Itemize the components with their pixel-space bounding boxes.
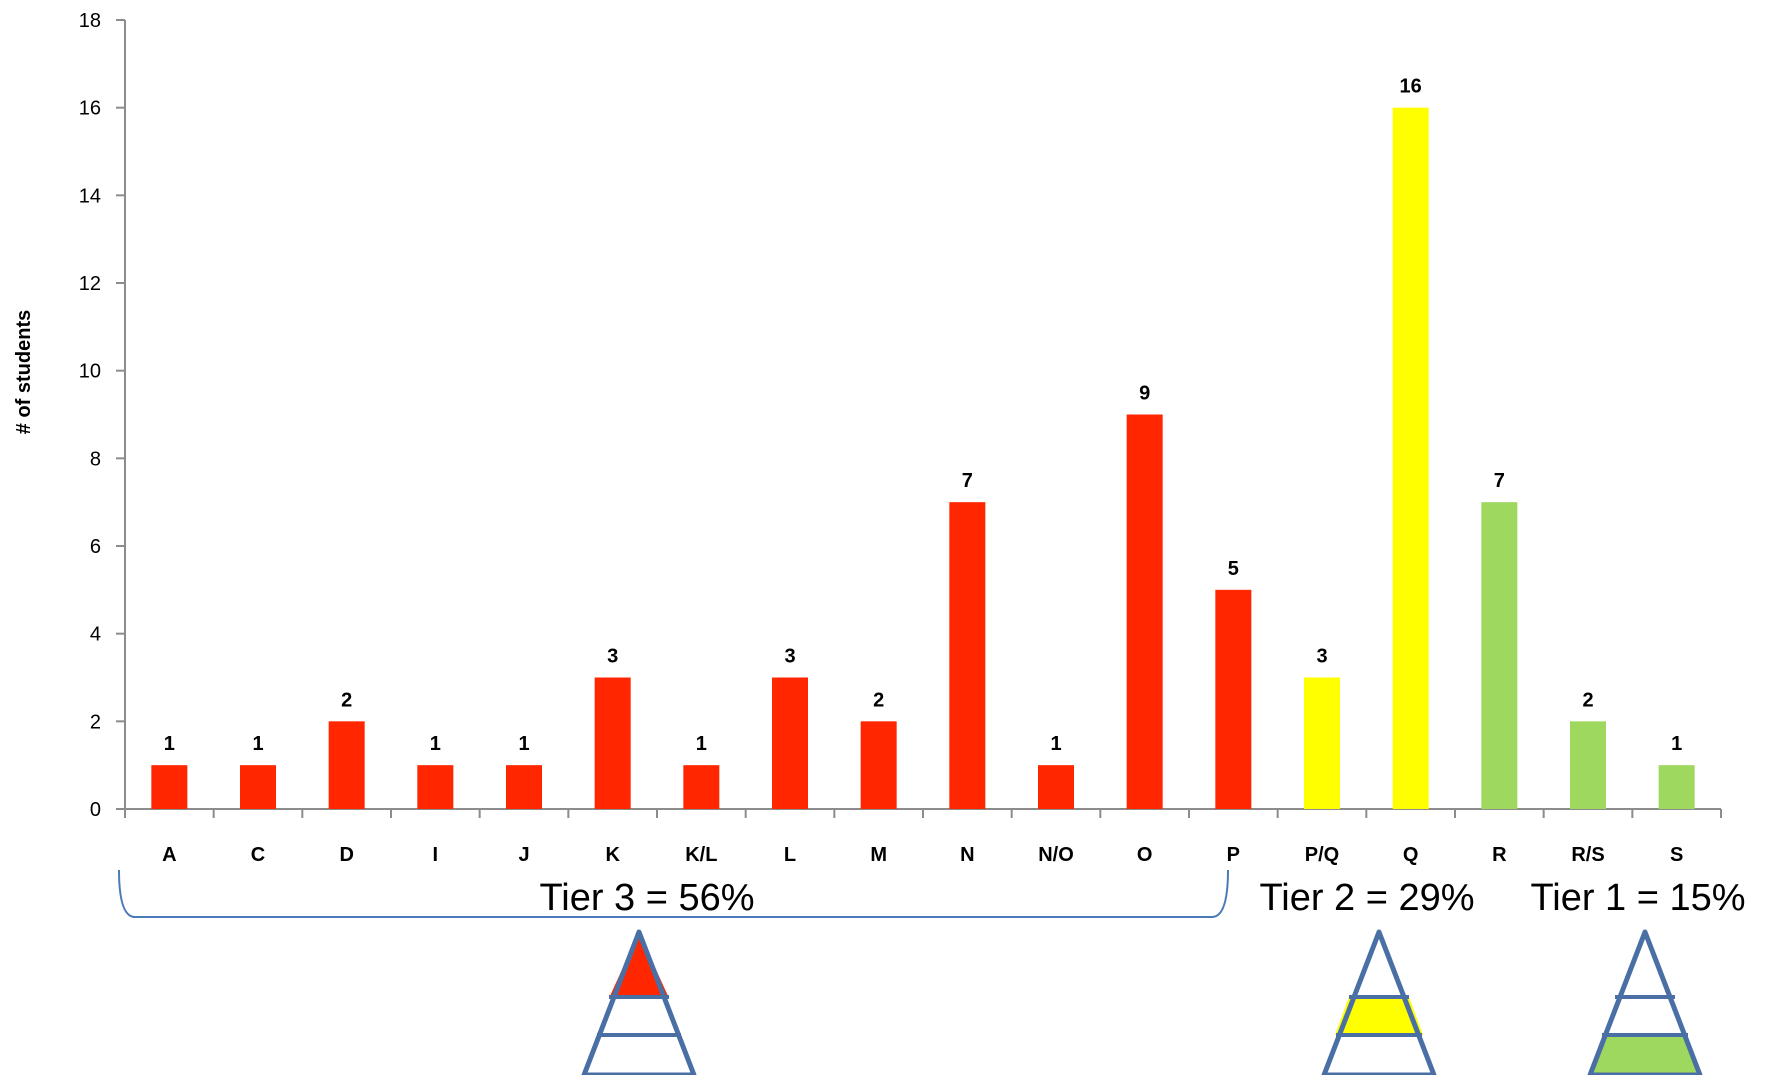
tier1-pyramid-icon xyxy=(1587,929,1703,1075)
x-tick-label: M xyxy=(870,844,887,866)
tier2-pyramid-icon xyxy=(1321,929,1437,1075)
value-labels: 1 1 2 1 1 3 1 3 2 7 1 9 5 3 16 7 2 1 xyxy=(164,76,1682,756)
x-tick-label: N xyxy=(960,844,974,866)
bar-value-label: 2 xyxy=(341,689,352,711)
tier1-label: Tier 1 = 15% xyxy=(1530,877,1745,919)
y-tick-label: 16 xyxy=(79,98,101,120)
tier3-pyramid-icon xyxy=(581,929,697,1075)
bar-value-label: 1 xyxy=(1671,733,1682,755)
bar-M xyxy=(860,721,897,809)
bar-I xyxy=(417,765,454,809)
x-tick-label: S xyxy=(1670,844,1683,866)
bar-value-label: 1 xyxy=(1050,733,1061,755)
y-tick-label: 18 xyxy=(79,10,101,32)
bar-value-label: 16 xyxy=(1400,76,1422,98)
x-tick-label: K xyxy=(605,844,620,866)
bar-R xyxy=(1481,502,1518,809)
tier2-label: Tier 2 = 29% xyxy=(1259,877,1474,919)
bar-value-label: 5 xyxy=(1228,558,1239,580)
x-tick-label: J xyxy=(518,844,529,866)
bar-value-label: 9 xyxy=(1139,383,1150,405)
x-tick-label: P xyxy=(1227,844,1240,866)
x-tick-label: L xyxy=(784,844,796,866)
bar-N/O xyxy=(1038,765,1074,809)
bar-value-label: 7 xyxy=(962,470,973,492)
x-axis xyxy=(124,808,1722,818)
bar-D xyxy=(328,721,365,809)
x-tick-label: O xyxy=(1137,844,1153,866)
bar-value-label: 1 xyxy=(430,733,441,755)
bar-value-label: 7 xyxy=(1494,470,1505,492)
y-tick-label: 0 xyxy=(90,799,101,821)
bar-L xyxy=(772,677,808,809)
bar-N xyxy=(949,502,986,809)
category-labels: A C D I J K K/L L M N N/O O P P/Q Q R R/S S xyxy=(162,844,1683,866)
y-tick-label: 12 xyxy=(79,273,101,295)
x-tick-label: R xyxy=(1492,844,1507,866)
bar-P/Q xyxy=(1304,677,1340,809)
y-axis: 0 2 4 6 8 10 12 14 16 18 xyxy=(79,10,126,821)
x-tick-label: C xyxy=(251,844,265,866)
bar-value-label: 3 xyxy=(1316,646,1327,668)
y-tick-label: 4 xyxy=(90,624,101,646)
y-tick-label: 14 xyxy=(79,185,101,207)
tier3-label: Tier 3 = 56% xyxy=(539,877,754,919)
bar-K/L xyxy=(683,765,720,809)
bar-value-label: 1 xyxy=(252,733,263,755)
bar-value-label: 3 xyxy=(784,646,795,668)
bar-A xyxy=(151,765,188,809)
bar-value-label: 1 xyxy=(696,733,707,755)
x-tick-label: R/S xyxy=(1571,844,1604,866)
bar-value-label: 2 xyxy=(873,689,884,711)
bar-K xyxy=(594,677,631,809)
y-tick-label: 10 xyxy=(79,361,101,383)
x-tick-label: N/O xyxy=(1038,844,1074,866)
x-tick-label: D xyxy=(339,844,353,866)
bar-value-label: 3 xyxy=(607,646,618,668)
bars xyxy=(151,107,1695,809)
bar-J xyxy=(506,765,542,809)
bar-value-label: 1 xyxy=(164,733,175,755)
x-tick-label: K/L xyxy=(685,844,717,866)
x-tick-label: Q xyxy=(1403,844,1419,866)
bar-S xyxy=(1658,765,1695,809)
bar-R/S xyxy=(1570,721,1606,809)
tier3-bracket xyxy=(118,869,1229,918)
x-tick-label: I xyxy=(433,844,439,866)
y-tick-label: 2 xyxy=(90,711,101,733)
y-tick-label: 8 xyxy=(90,448,101,470)
bar-Q xyxy=(1392,107,1429,809)
bar-value-label: 1 xyxy=(518,733,529,755)
bar-value-label: 2 xyxy=(1582,689,1593,711)
y-tick-label: 6 xyxy=(90,536,101,558)
bar-P xyxy=(1215,589,1252,809)
bar-C xyxy=(240,765,276,809)
x-tick-label: P/Q xyxy=(1305,844,1339,866)
x-tick-label: A xyxy=(162,844,176,866)
y-axis-label: # of students xyxy=(13,310,35,434)
bar-O xyxy=(1126,414,1163,809)
